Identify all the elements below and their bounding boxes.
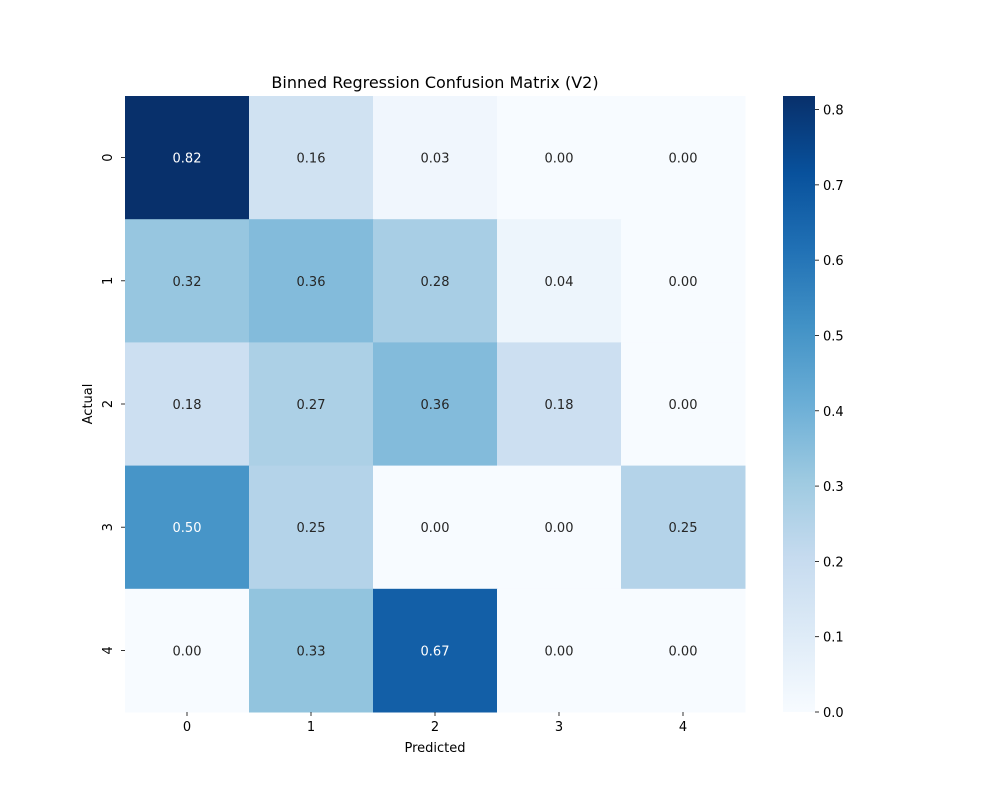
heatmap-cell [621, 219, 746, 343]
cell-value-label: 0.00 [545, 521, 574, 536]
heatmap-cell [497, 465, 622, 590]
colorbar-tick-label: 0.6 [823, 254, 844, 269]
colorbar-tick-label: 0.7 [823, 179, 844, 194]
heatmap-cell [621, 96, 746, 220]
heatmap-cell [125, 342, 250, 467]
heatmap-cell [125, 465, 250, 590]
cell-value-label: 0.50 [173, 521, 202, 536]
x-tick-label: 1 [307, 720, 315, 735]
colorbar-tick-label: 0.3 [823, 480, 844, 495]
cell-value-label: 0.18 [545, 398, 574, 413]
cell-value-label: 0.28 [421, 275, 450, 290]
heatmap-cells [125, 96, 746, 713]
cell-value-label: 0.25 [297, 521, 326, 536]
x-tick-label: 0 [183, 720, 191, 735]
cell-value-label: 0.82 [173, 152, 202, 167]
cell-value-label: 0.16 [297, 152, 326, 167]
cell-value-label: 0.00 [545, 644, 574, 659]
y-axis-ticks: 0 1 2 3 4 [101, 153, 125, 655]
cell-value-label: 0.32 [173, 275, 202, 290]
x-tick-label: 4 [679, 720, 687, 735]
colorbar-tick-label: 0.8 [823, 104, 844, 119]
cell-value-label: 0.33 [297, 644, 326, 659]
heatmap-cell [249, 342, 374, 467]
cell-value-label: 0.04 [545, 275, 574, 290]
cell-value-label: 0.00 [669, 644, 698, 659]
colorbar-gradient [783, 96, 815, 712]
colorbar-tick-label: 0.4 [823, 405, 844, 420]
heatmap-cell [373, 219, 498, 343]
cell-value-label: 0.00 [173, 644, 202, 659]
cell-value-label: 0.36 [421, 398, 450, 413]
cell-value-label: 0.36 [297, 275, 326, 290]
colorbar-tick-label: 0.5 [823, 329, 844, 344]
cell-value-label: 0.00 [669, 398, 698, 413]
colorbar-tick-label: 0.2 [823, 555, 844, 570]
heatmap-cell [497, 588, 622, 713]
y-tick-label: 2 [101, 400, 116, 408]
heatmap-cell [249, 465, 374, 590]
cell-value-label: 0.18 [173, 398, 202, 413]
colorbar-tick-label: 0.0 [823, 706, 844, 721]
cell-value-label: 0.67 [421, 644, 450, 659]
y-tick-label: 4 [101, 646, 116, 654]
cell-value-label: 0.25 [669, 521, 698, 536]
heatmap-cell [249, 219, 374, 343]
heatmap-cell [497, 96, 622, 220]
cell-value-label: 0.00 [545, 152, 574, 167]
heatmap-cell [497, 219, 622, 343]
heatmap-cell [497, 342, 622, 467]
colorbar-tick-label: 0.1 [823, 631, 844, 646]
x-axis-ticks: 0 1 2 3 4 [183, 712, 687, 735]
heatmap-cell [621, 342, 746, 467]
y-tick-label: 0 [101, 153, 116, 161]
cell-value-label: 0.00 [669, 152, 698, 167]
cell-value-label: 0.03 [421, 152, 450, 167]
heatmap-cell [373, 588, 498, 713]
y-tick-label: 3 [101, 523, 116, 531]
x-tick-label: 3 [555, 720, 563, 735]
heatmap-cell [125, 219, 250, 343]
heatmap-cell [373, 342, 498, 467]
cell-value-label: 0.00 [421, 521, 450, 536]
x-axis-title: Predicted [404, 741, 465, 756]
heatmap-cell [621, 588, 746, 713]
heatmap-cell [373, 465, 498, 590]
heatmap-cell [621, 465, 746, 590]
heatmap-cell [249, 588, 374, 713]
cell-value-label: 0.27 [297, 398, 326, 413]
y-tick-label: 1 [101, 277, 116, 285]
heatmap-cell [125, 588, 250, 713]
heatmap-cell [125, 96, 250, 220]
x-tick-label: 2 [431, 720, 439, 735]
colorbar: 0.0 0.1 0.2 0.3 0.4 0.5 0.6 0.7 0.8 [783, 96, 844, 721]
y-axis-title: Actual [81, 384, 96, 425]
chart-title: Binned Regression Confusion Matrix (V2) [271, 73, 598, 92]
heatmap-cell [249, 96, 374, 220]
heatmap-cell-labels: 0.82 0.16 0.03 0.00 0.00 0.32 0.36 0.28 0.04 0.00… [173, 152, 698, 660]
cell-value-label: 0.00 [669, 275, 698, 290]
heatmap-cell [373, 96, 498, 220]
